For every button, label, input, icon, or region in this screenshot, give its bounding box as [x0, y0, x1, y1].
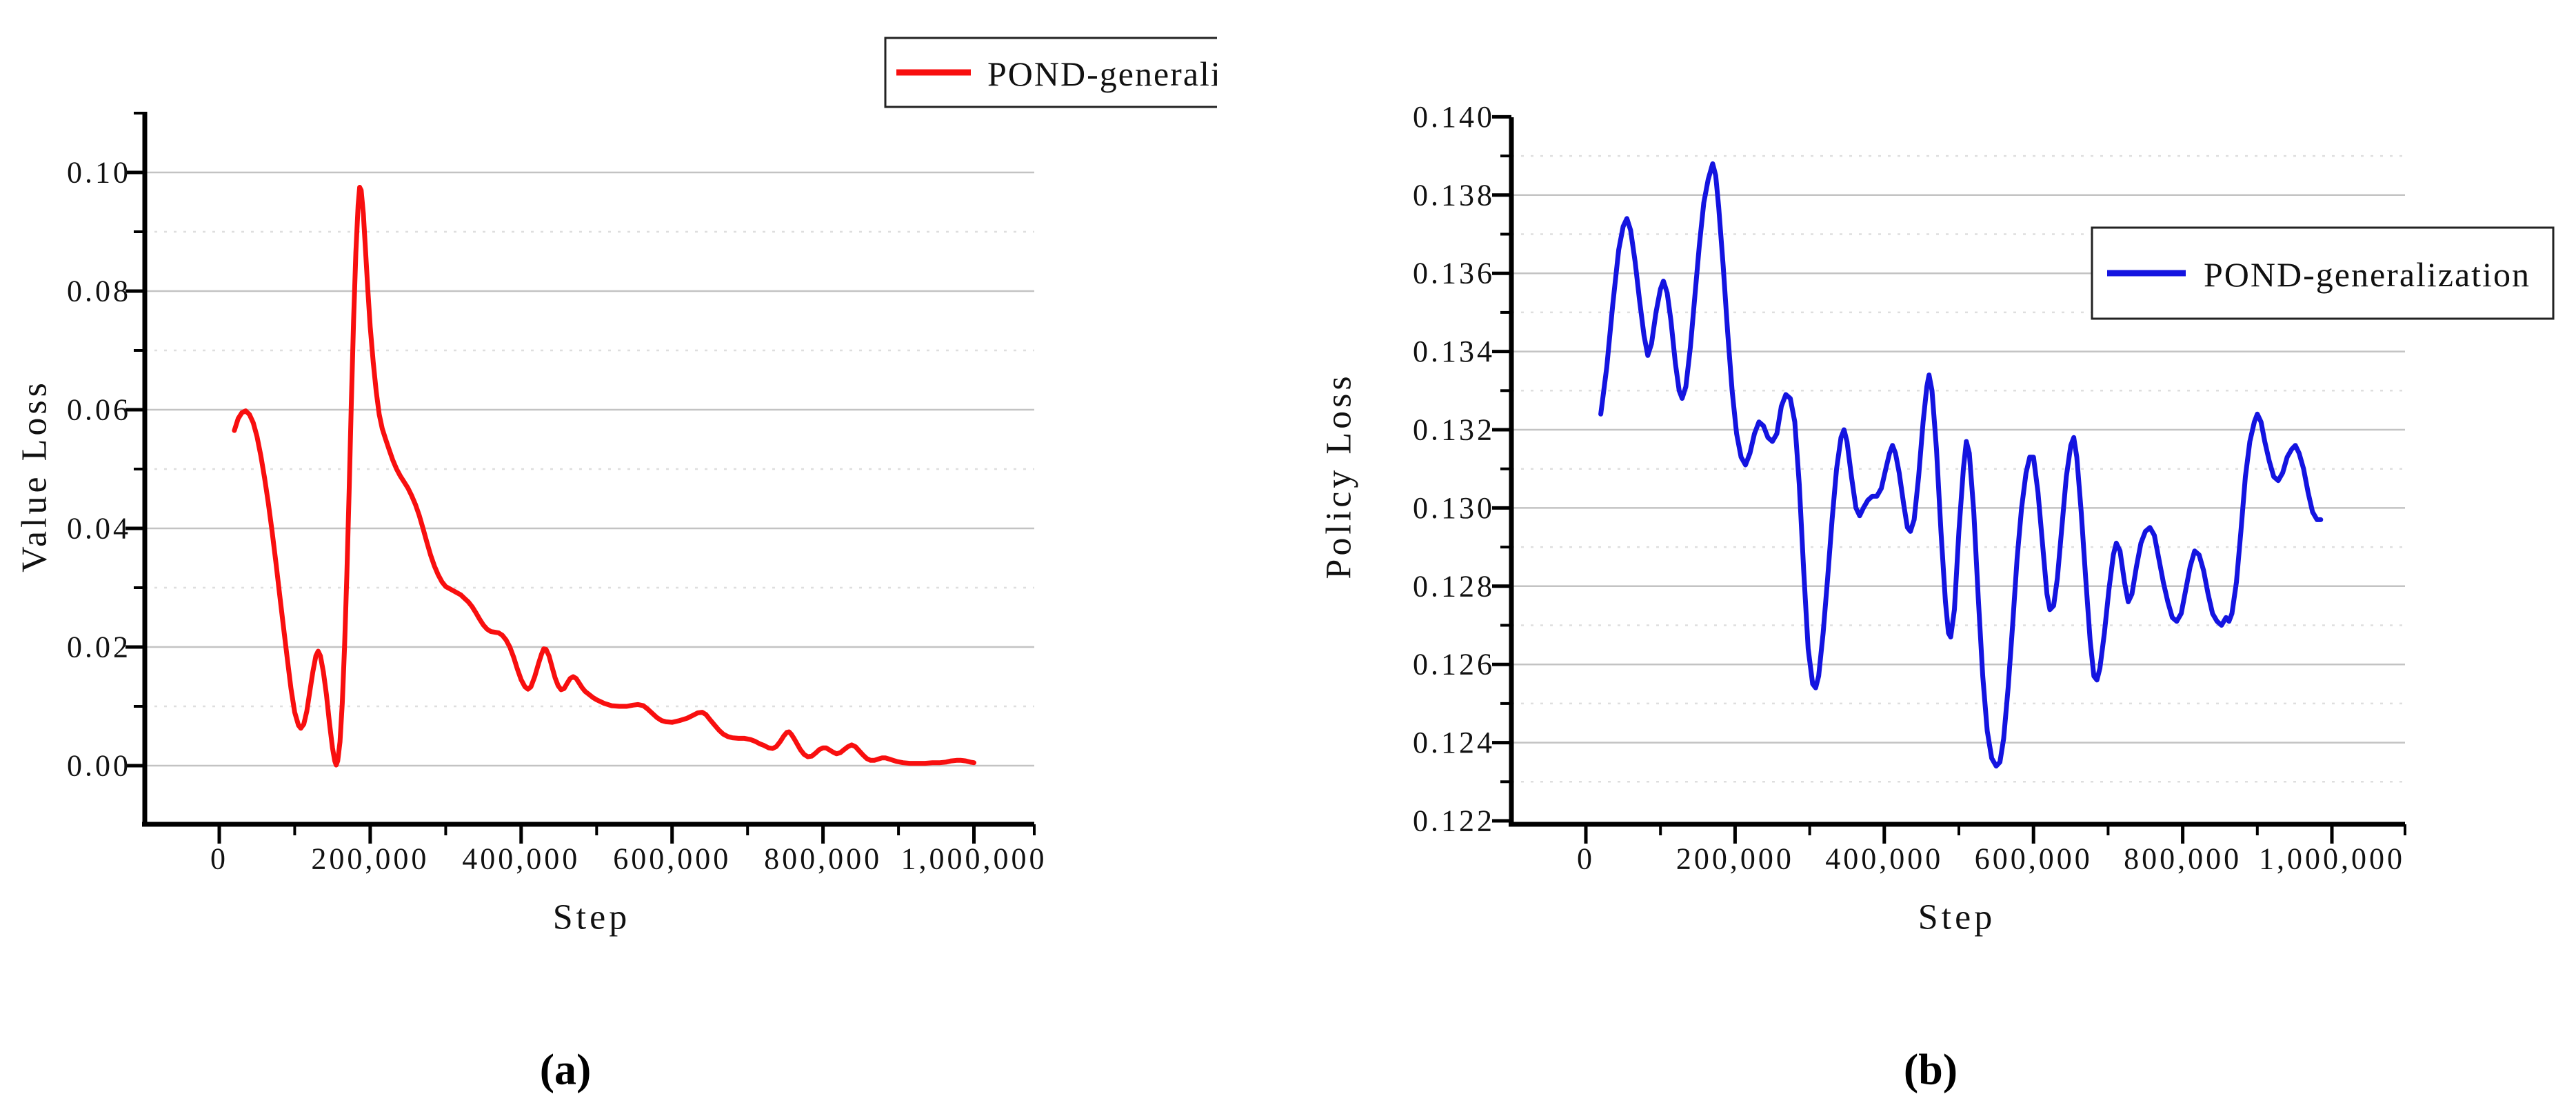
y-tick-label: 0.130	[1413, 491, 1495, 525]
x-tick-label: 1,000,000	[901, 842, 1047, 876]
curve-group-b	[1598, 161, 2324, 769]
panel-a: 0.00 0.02 0.04 0.06 0.08 0.10 0 200,000 400,000 6…	[15, 37, 1222, 937]
tick-labels-a: 0.00 0.02 0.04 0.06 0.08 0.10 0 200,000 400,000 6…	[67, 156, 1047, 876]
legend-a: POND-generali	[884, 37, 1222, 108]
y-tick-label: 0.132	[1413, 413, 1495, 447]
y-tick-label: 0.06	[67, 393, 131, 427]
x-tick-label: 0	[210, 842, 228, 876]
x-axis-title-b: Step	[1918, 898, 1995, 937]
gridlines-a	[145, 171, 1034, 767]
y-tick-label: 0.08	[67, 275, 131, 308]
x-tick-label: 1,000,000	[2259, 842, 2405, 876]
y-tick-label: 0.00	[67, 749, 131, 783]
legend-label-a: POND-generali	[987, 54, 1222, 93]
y-axis-title-b: Policy Loss	[1320, 372, 1359, 579]
x-tick-label: 200,000	[311, 842, 429, 876]
curve-group-a	[232, 185, 976, 768]
y-tick-label: 0.10	[67, 156, 131, 190]
legend-b: POND-generalization	[2091, 226, 2555, 320]
y-tick-label: 0.136	[1413, 257, 1495, 290]
value-loss-curve	[232, 185, 976, 768]
legend-label-b: POND-generalization	[2204, 255, 2530, 294]
y-tick-label: 0.126	[1413, 648, 1495, 682]
x-tick-label: 400,000	[1825, 842, 1943, 876]
y-tick-label: 0.134	[1413, 335, 1495, 368]
policy-loss-curve	[1598, 161, 2324, 769]
panel-b: 0.122 0.124 0.126 0.128 0.130 0.132 0.134 0.136…	[1320, 100, 2555, 937]
caption-b: (b)	[1904, 1045, 1958, 1094]
y-tick-label: 0.128	[1413, 569, 1495, 603]
legend-box-a	[884, 37, 1217, 108]
y-tick-label: 0.124	[1413, 726, 1495, 759]
axes-a	[125, 112, 1036, 844]
y-tick-label: 0.02	[67, 630, 131, 664]
x-tick-label: 800,000	[764, 842, 882, 876]
caption-a: (a)	[540, 1045, 592, 1094]
x-tick-label: 200,000	[1676, 842, 1794, 876]
y-axis-title-a: Value Loss	[15, 379, 54, 573]
y-tick-label: 0.122	[1413, 804, 1495, 838]
x-tick-label: 600,000	[1975, 842, 2093, 876]
y-tick-label: 0.04	[67, 512, 131, 546]
x-tick-label: 400,000	[462, 842, 580, 876]
x-tick-label: 800,000	[2124, 842, 2242, 876]
tick-labels-b: 0.122 0.124 0.126 0.128 0.130 0.132 0.134 0.136…	[1413, 100, 2405, 876]
x-tick-label: 0	[1577, 842, 1595, 876]
y-tick-label: 0.140	[1413, 100, 1495, 134]
axes-b	[1492, 115, 2406, 844]
x-axis-title-a: Step	[553, 898, 630, 937]
y-tick-label: 0.138	[1413, 178, 1495, 212]
x-tick-label: 600,000	[613, 842, 731, 876]
